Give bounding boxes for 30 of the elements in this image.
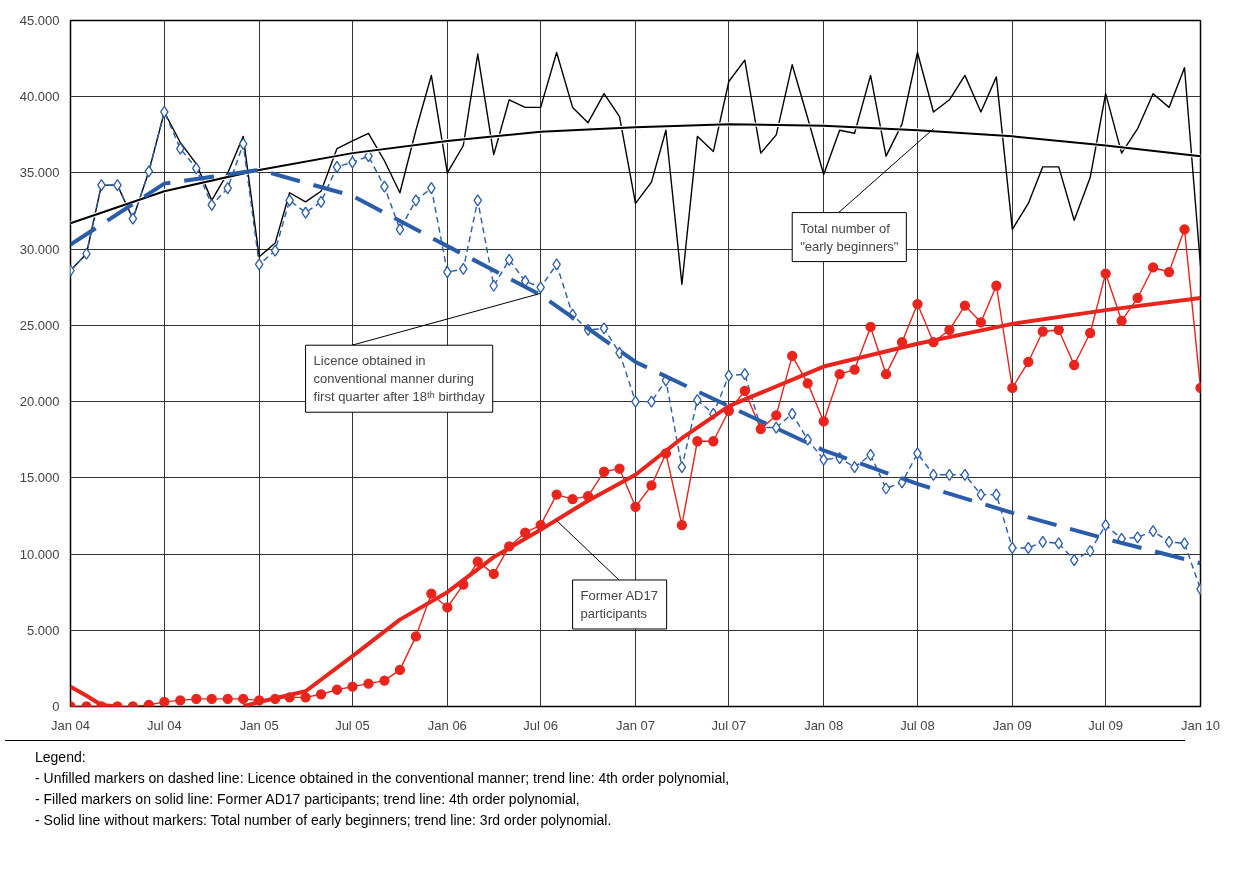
annotation: Total number of "early beginners" — [800, 220, 899, 254]
y-tick-label: 40.000 — [19, 89, 60, 105]
x-tick-label: Jul 06 — [523, 717, 558, 733]
y-tick-label: 0 — [52, 699, 60, 714]
x-tick-label: Jan 04 — [50, 717, 91, 733]
text: - Unfilled markers on dashed line: Licence obtained in the conventional manner; trend line: 4th order polynomial, — [35, 770, 730, 786]
y-tick-label: 35.000 — [19, 165, 60, 181]
x-tick-label: Jan 08 — [804, 717, 844, 733]
y-tick-label: 20.000 — [19, 394, 60, 410]
x-tick-label: Jul 08 — [900, 717, 935, 733]
y-tick-label: 45.000 — [19, 13, 60, 28]
x-tick-label: Jan 09 — [992, 717, 1032, 733]
x-tick-label: Jul 07 — [711, 717, 747, 733]
x-tick-label: Jan 07 — [615, 717, 656, 733]
text: Legend: — [35, 749, 86, 765]
x-tick-label: Jan 05 — [239, 717, 279, 733]
x-tick-label: Jan 06 — [427, 717, 467, 733]
text: - Solid line without markers: Total number of early beginners; trend line: 3rd order polynomial. — [35, 812, 612, 828]
x-tick-label: Jul 09 — [1088, 717, 1123, 733]
text: - Filled markers on solid line: Former AD17 participants; trend line: 4th order polynomial, — [35, 791, 580, 807]
x-tick-label: Jul 04 — [146, 717, 182, 733]
y-tick-label: 15.000 — [19, 470, 60, 486]
annotation: Licence obtained in conventional manner during first quarter after 18ᵗʰ birthday — [313, 353, 486, 405]
y-tick-label: 25.000 — [19, 317, 60, 333]
y-tick-label: 30.000 — [19, 241, 60, 257]
x-tick-label: Jul 05 — [335, 717, 370, 733]
y-tick-label: 10.000 — [19, 546, 60, 562]
x-tick-label: Jan 10 — [1180, 717, 1221, 733]
annotation: Former AD17 participants — [580, 587, 658, 621]
y-tick-label: 5.000 — [26, 622, 60, 638]
